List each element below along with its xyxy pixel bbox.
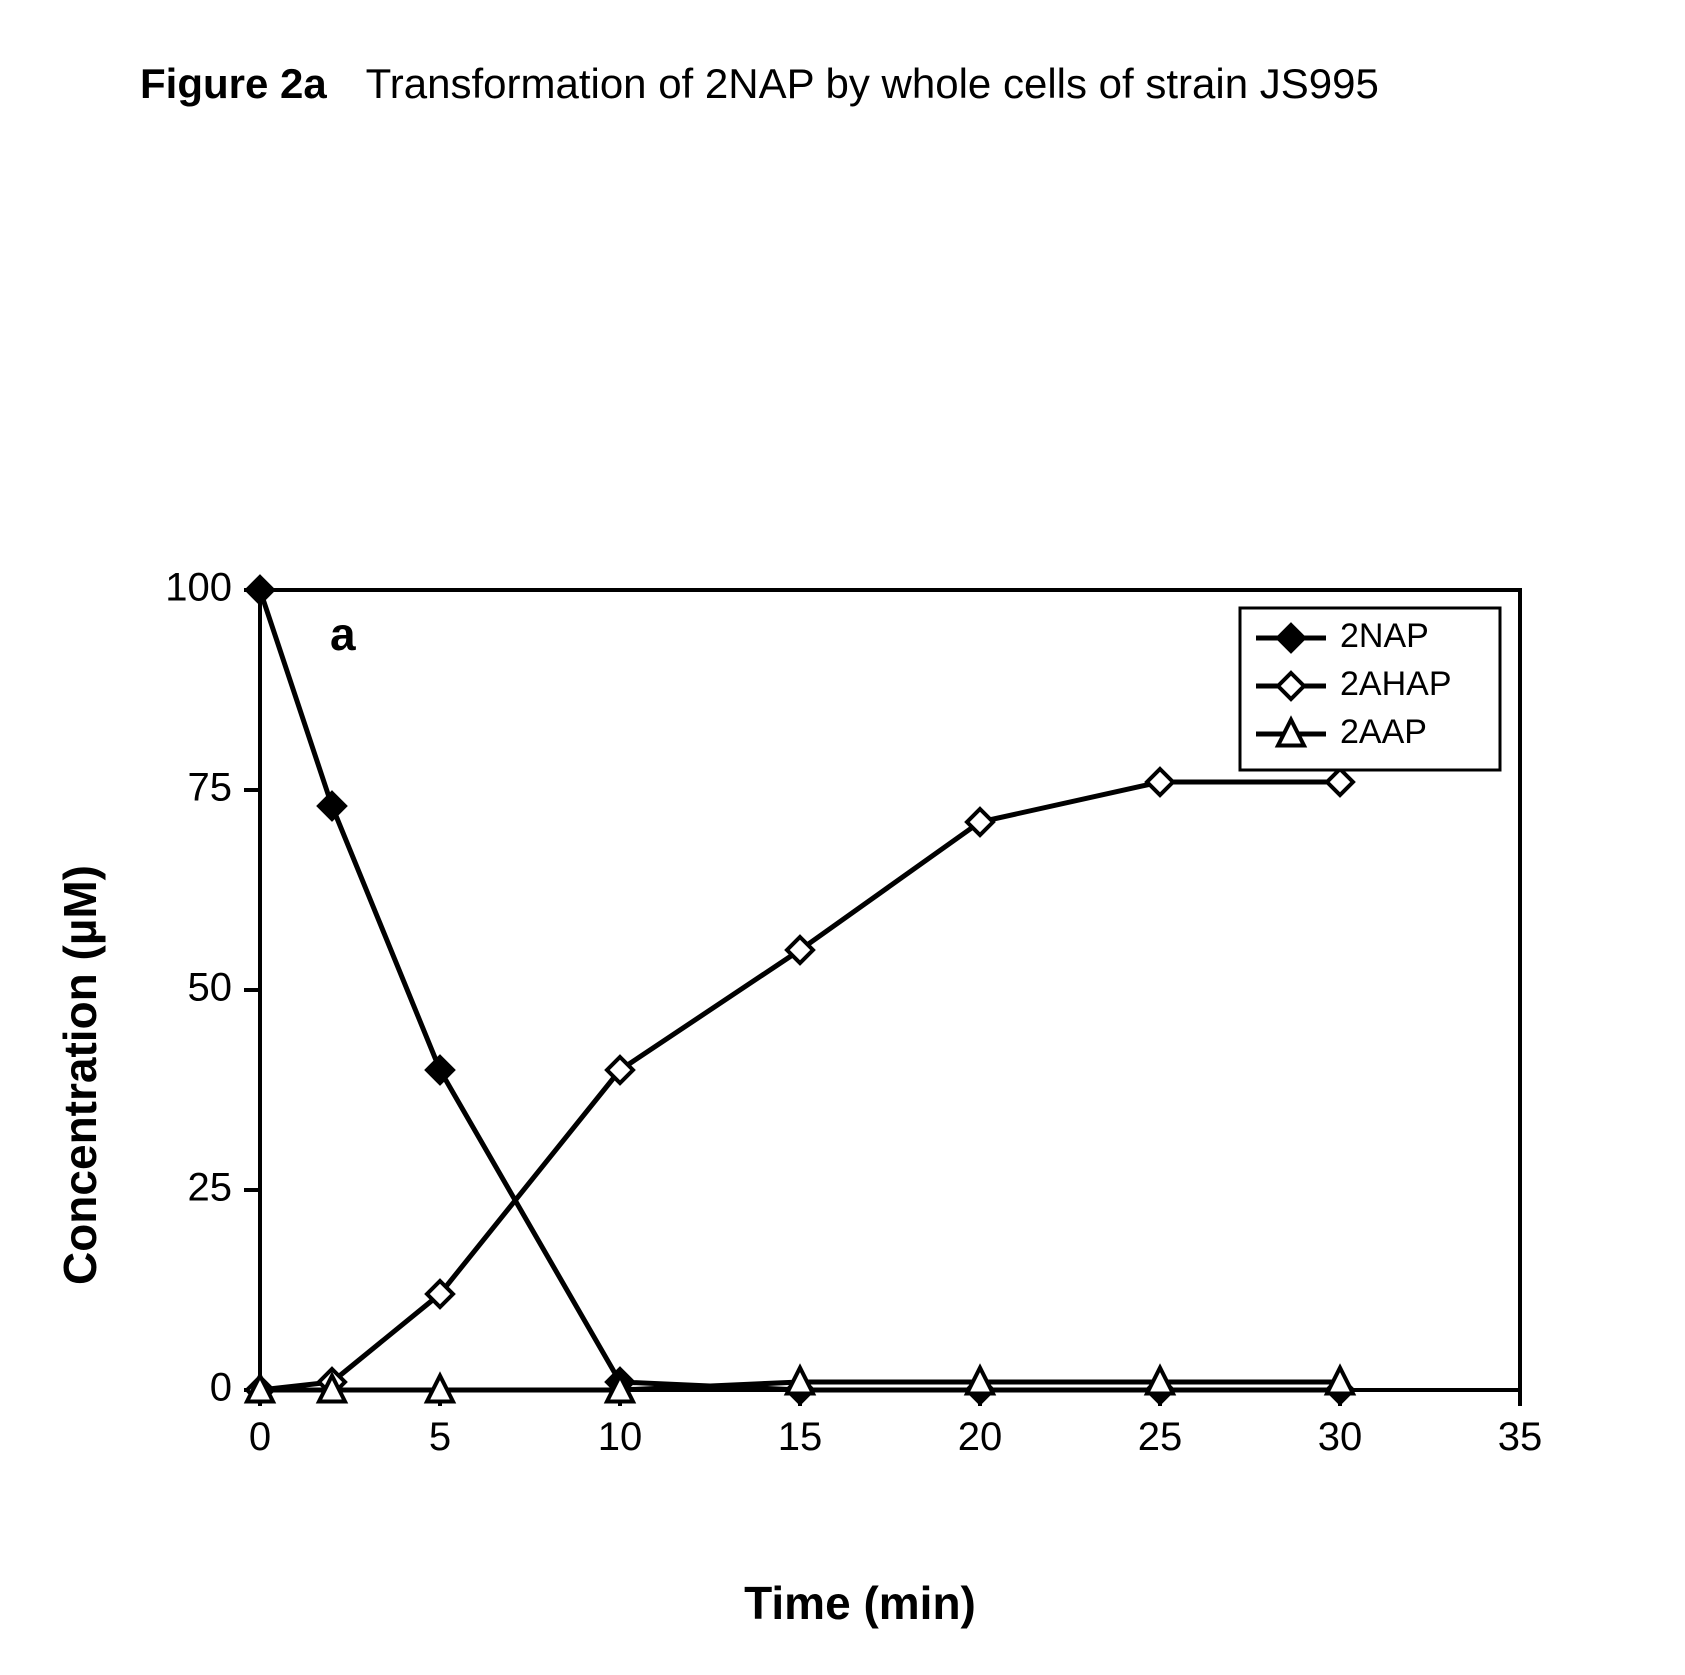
x-tick-label: 25 bbox=[1138, 1415, 1183, 1459]
figure-caption: Transformation of 2NAP by whole cells of… bbox=[366, 60, 1379, 107]
y-tick-label: 0 bbox=[210, 1366, 232, 1410]
x-tick-label: 35 bbox=[1498, 1415, 1543, 1459]
chart-container: Concentration (µM) 025507510005101520253… bbox=[120, 550, 1600, 1600]
figure-title: Figure 2a Transformation of 2NAP by whol… bbox=[140, 60, 1379, 108]
y-axis-label: Concentration (µM) bbox=[53, 865, 107, 1285]
x-tick-label: 30 bbox=[1318, 1415, 1363, 1459]
panel-label: a bbox=[330, 608, 356, 660]
legend-label: 2AAP bbox=[1340, 713, 1427, 751]
page: Figure 2a Transformation of 2NAP by whol… bbox=[0, 0, 1685, 1675]
legend-label: 2AHAP bbox=[1340, 665, 1452, 703]
legend-label: 2NAP bbox=[1340, 617, 1429, 655]
x-tick-label: 5 bbox=[429, 1415, 451, 1459]
legend: 2NAP 2AHAP 2AAP bbox=[1240, 608, 1500, 770]
x-tick-label: 20 bbox=[958, 1415, 1003, 1459]
figure-label: Figure 2a bbox=[140, 60, 327, 107]
y-tick-label: 25 bbox=[188, 1166, 233, 1210]
x-axis-label: Time (min) bbox=[120, 1576, 1600, 1630]
x-tick-label: 10 bbox=[598, 1415, 643, 1459]
x-tick-label: 15 bbox=[778, 1415, 823, 1459]
chart-svg: 0 25 50 75 100 0 5 10 15 20 25 30 35 a 2NAP 2AHAP 2AAP bbox=[120, 550, 1560, 1510]
y-tick-label: 50 bbox=[188, 966, 233, 1010]
y-tick-label: 75 bbox=[188, 766, 233, 810]
x-tick-label: 0 bbox=[249, 1415, 271, 1459]
y-tick-label: 100 bbox=[165, 566, 232, 610]
